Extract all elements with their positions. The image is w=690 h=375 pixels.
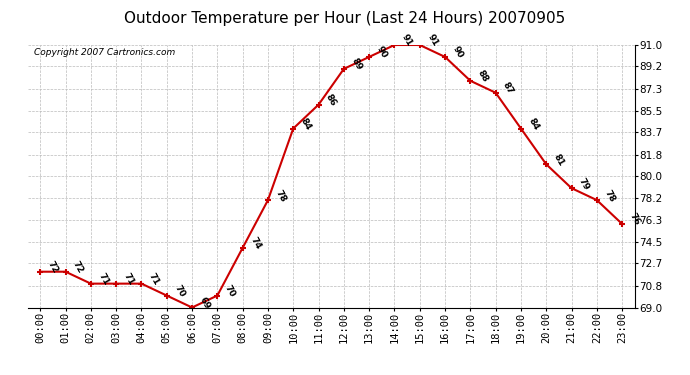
Text: 91: 91 bbox=[400, 33, 414, 48]
Text: 91: 91 bbox=[425, 33, 440, 48]
Text: 71: 71 bbox=[147, 272, 161, 287]
Text: 70: 70 bbox=[172, 284, 186, 299]
Text: Outdoor Temperature per Hour (Last 24 Hours) 20070905: Outdoor Temperature per Hour (Last 24 Ho… bbox=[124, 11, 566, 26]
Text: 90: 90 bbox=[375, 45, 388, 60]
Text: 78: 78 bbox=[602, 188, 616, 204]
Text: 76: 76 bbox=[628, 212, 642, 227]
Text: 88: 88 bbox=[476, 69, 490, 84]
Text: 90: 90 bbox=[451, 45, 464, 60]
Text: 70: 70 bbox=[223, 284, 237, 299]
Text: 81: 81 bbox=[552, 152, 566, 168]
Text: 78: 78 bbox=[273, 188, 288, 204]
Text: 72: 72 bbox=[46, 260, 60, 275]
Text: 79: 79 bbox=[577, 176, 591, 192]
Text: Copyright 2007 Cartronics.com: Copyright 2007 Cartronics.com bbox=[34, 48, 175, 57]
Text: 84: 84 bbox=[526, 117, 540, 132]
Text: 74: 74 bbox=[248, 236, 262, 251]
Text: 72: 72 bbox=[71, 260, 85, 275]
Text: 87: 87 bbox=[501, 81, 515, 96]
Text: 71: 71 bbox=[97, 272, 110, 287]
Text: 84: 84 bbox=[299, 117, 313, 132]
Text: 89: 89 bbox=[349, 57, 364, 72]
Text: 69: 69 bbox=[197, 296, 212, 311]
Text: 71: 71 bbox=[121, 272, 136, 287]
Text: 86: 86 bbox=[324, 93, 338, 108]
